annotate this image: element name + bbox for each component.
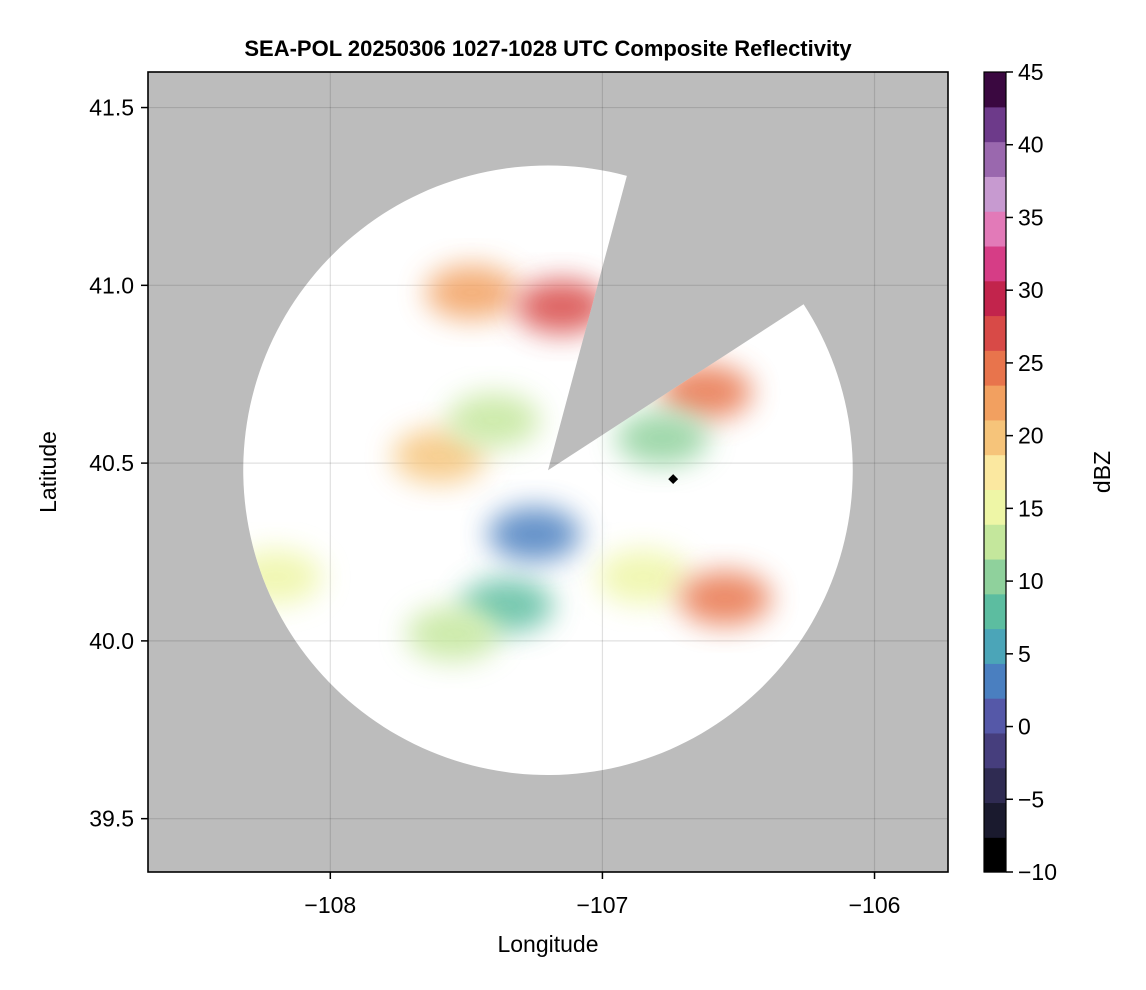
colorbar-segment: [984, 558, 1006, 595]
colorbar-tick-label: 40: [1018, 132, 1044, 158]
y-axis-label: Latitude: [35, 431, 61, 513]
y-tick-label: 39.5: [89, 806, 134, 832]
x-tick-label: −107: [577, 892, 629, 918]
y-tick-label: 41.0: [89, 272, 134, 298]
chart-title: SEA-POL 20250306 1027-1028 UTC Composite…: [244, 36, 852, 61]
echo-region: [596, 549, 690, 605]
echo-region: [425, 265, 519, 320]
colorbar-tick-label: 5: [1018, 641, 1031, 667]
x-tick-label: −106: [849, 892, 901, 918]
colorbar-segment: [984, 524, 1006, 560]
colorbar-segment: [984, 593, 1006, 630]
colorbar-segment: [984, 315, 1006, 351]
colorbar-frame: [983, 71, 1007, 873]
colorbar-segment: [984, 732, 1006, 769]
echo-region: [515, 279, 608, 334]
colorbar-tick-label: 35: [1018, 204, 1044, 230]
colorbar-tick-label: 0: [1018, 714, 1031, 740]
echo-region: [406, 606, 500, 661]
colorbar-segment: [984, 176, 1006, 212]
colorbar-tick-label: 20: [1018, 423, 1044, 449]
x-tick-label: −108: [304, 892, 356, 918]
marker-point: [668, 474, 679, 485]
plot-area: [148, 72, 948, 872]
x-axis-ticks: −108 −107 −106: [304, 872, 900, 918]
colorbar-tick-label: 45: [1018, 59, 1044, 85]
colorbar-segment: [984, 698, 1006, 734]
colorbar-tick-label: 30: [1018, 277, 1044, 303]
colorbar-tick-label: 15: [1018, 495, 1044, 521]
y-tick-label: 40.5: [89, 450, 134, 476]
colorbar-tick-label: −10: [1018, 859, 1057, 885]
colorbar-tick-label: −5: [1018, 786, 1044, 812]
echo-region: [392, 428, 486, 484]
reflectivity-echoes: [243, 265, 772, 661]
plot-frame: [147, 71, 949, 873]
y-axis-ticks: 39.5 40.0 40.5 41.0 41.5: [89, 95, 148, 832]
colorbar-label: dBZ: [1089, 451, 1115, 493]
y-tick-label: 41.5: [89, 95, 134, 121]
colorbar-segment: [984, 141, 1006, 177]
colorbar: [983, 71, 1007, 873]
colorbar-ticks: −10 −5 0 5 10 15 20 25 30 35 40 45: [1006, 59, 1057, 885]
colorbar-segment: [984, 802, 1006, 838]
radar-coverage-area: [243, 165, 853, 775]
colorbar-segment: [984, 419, 1006, 456]
echo-region: [616, 411, 709, 466]
colorbar-segment: [984, 454, 1006, 490]
colorbar-segment: [984, 72, 1006, 108]
colorbar-tick-label: 10: [1018, 568, 1044, 594]
echo-region: [678, 571, 772, 626]
colorbar-segment: [984, 628, 1006, 664]
echo-region: [447, 393, 540, 448]
colorbar-segment: [984, 489, 1006, 525]
colorbar-segment: [984, 837, 1006, 873]
x-axis-label: Longitude: [497, 931, 598, 957]
grid-lines: [148, 72, 948, 872]
colorbar-segment: [984, 767, 1006, 804]
colorbar-tick-label: 25: [1018, 350, 1044, 376]
y-tick-label: 40.0: [89, 628, 134, 654]
colorbar-segment: [984, 663, 1006, 699]
colorbar-segment: [984, 350, 1006, 386]
echo-region: [488, 507, 581, 562]
colorbar-segment: [984, 280, 1006, 317]
colorbar-segment: [984, 385, 1006, 421]
colorbar-segment: [984, 211, 1006, 247]
colorbar-segment: [984, 245, 1006, 282]
colorbar-segment: [984, 106, 1006, 143]
